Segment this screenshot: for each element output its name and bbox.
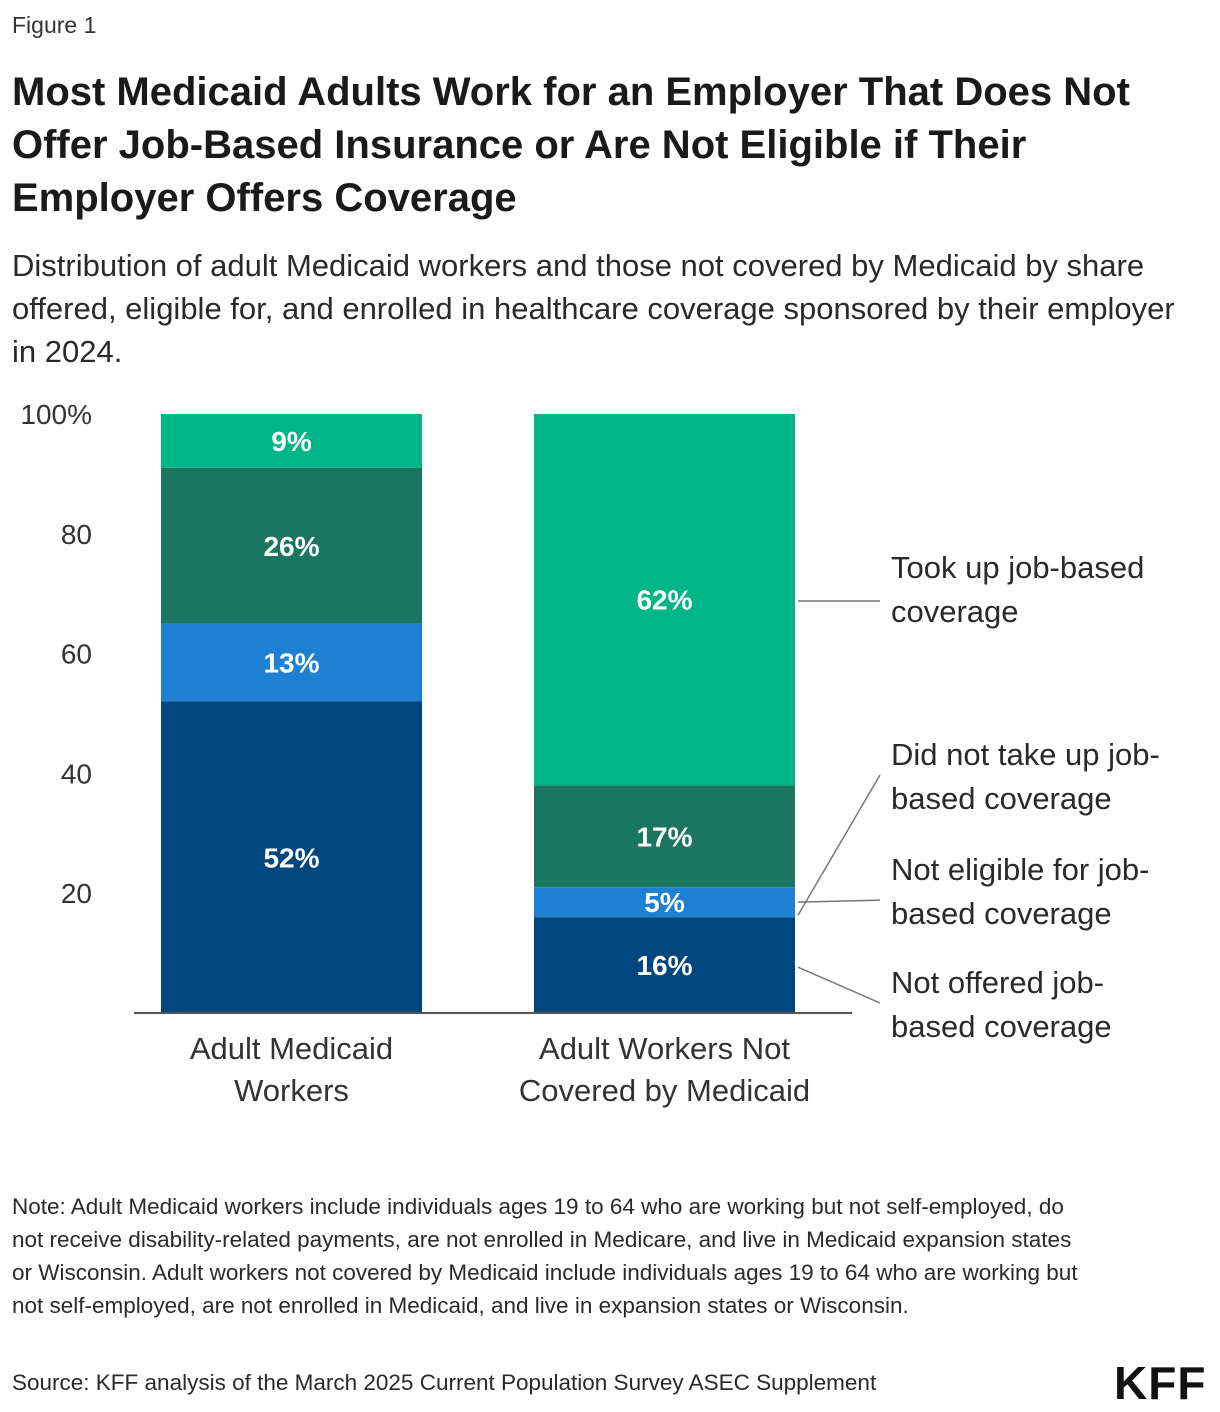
chart-title: Most Medicaid Adults Work for an Employe… (12, 70, 1130, 220)
data-label: 26% (263, 531, 319, 562)
data-label: 16% (636, 950, 692, 981)
figure-label: Figure 1 (12, 12, 97, 38)
y-axis: 100% 80 60 40 20 (20, 399, 92, 909)
y-tick-label: 20 (61, 878, 92, 909)
y-tick-label: 80 (61, 519, 92, 550)
data-label: 13% (263, 648, 319, 679)
legend-label: Not eligible for job- (891, 852, 1149, 887)
bar-segment (161, 414, 422, 468)
y-tick-label: 60 (61, 639, 92, 670)
kff-logo: KFF (1114, 1357, 1207, 1409)
bars: 52% 13% 26% 9% 16% 5% 17% 62% (161, 414, 795, 1013)
bar-segment (534, 917, 795, 1013)
bar-segment (161, 701, 422, 1013)
x-tick-label: Adult Medicaid (190, 1031, 393, 1066)
x-axis: Adult Medicaid Workers Adult Workers Not Co… (190, 1031, 810, 1108)
source-note: Source: KFF analysis of the March 2025 C… (12, 1370, 877, 1395)
chart-subtitle: Distribution of adult Medicaid workers a… (12, 248, 1175, 369)
legend-label: coverage (891, 594, 1019, 629)
legend-label: Took up job-based (891, 550, 1144, 585)
legend-label: based coverage (891, 781, 1112, 816)
y-tick-label: 40 (61, 758, 92, 789)
bar-segment (161, 623, 422, 702)
bar-segment (534, 414, 795, 786)
y-tick-label: 100% (20, 399, 92, 430)
x-tick-label: Workers (234, 1073, 349, 1108)
legend-label: Not offered job- (891, 965, 1104, 1000)
legend: Not offered job-based coverage Not eligib… (797, 550, 1160, 1044)
legend-label: Did not take up job- (891, 737, 1160, 772)
data-label: 52% (263, 842, 319, 873)
stacked-bar-chart: 100% 80 60 40 20 52% 13% 26% 9% 16% 5% 17% 62% Adul… (20, 399, 1160, 1108)
bar-segment (161, 467, 422, 624)
x-tick-label: Covered by Medicaid (519, 1073, 810, 1108)
footnote: Note: Adult Medicaid workers include ind… (12, 1194, 1078, 1318)
bar-segment (534, 785, 795, 888)
data-label: 62% (636, 585, 692, 616)
leader-line (797, 774, 881, 916)
data-label: 17% (636, 821, 692, 852)
data-label: 5% (644, 887, 685, 918)
x-tick-label: Adult Workers Not (539, 1031, 790, 1066)
data-label: 9% (271, 426, 312, 457)
legend-label: based coverage (891, 1009, 1112, 1044)
bar-segment (534, 887, 795, 918)
legend-label: based coverage (891, 896, 1112, 931)
leader-line (797, 899, 881, 903)
leader-line (797, 966, 881, 1004)
